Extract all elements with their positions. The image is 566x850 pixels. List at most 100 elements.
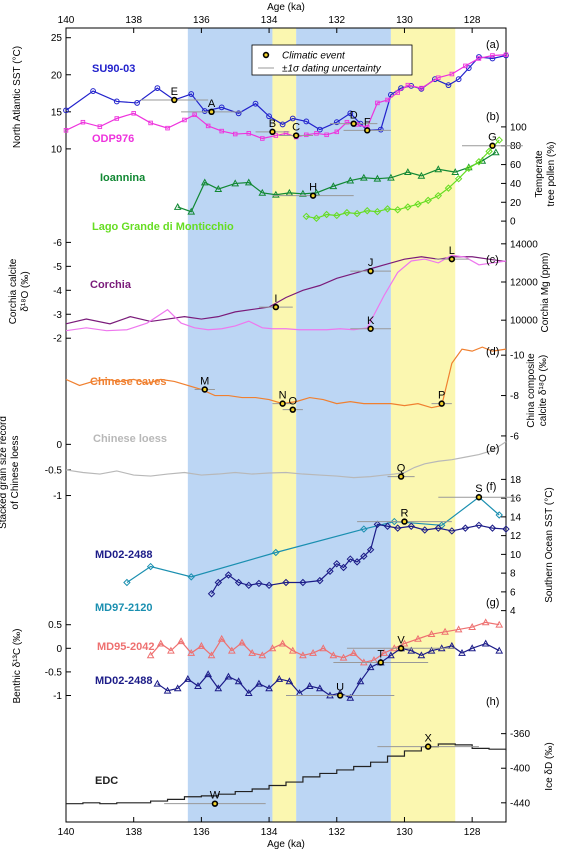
event-U: U	[286, 681, 395, 699]
data-point	[434, 191, 443, 200]
data-point	[454, 625, 463, 633]
event-label: V	[397, 634, 405, 646]
data-point	[322, 210, 331, 219]
event-marker-core	[281, 402, 285, 406]
y-tick-label-benthic_d13c: -1	[53, 691, 62, 702]
y-tick-label-ice_dd: -360	[510, 729, 530, 740]
data-point	[245, 581, 253, 590]
y-tick-label-sst_na: 15	[51, 107, 63, 118]
data-point	[417, 651, 426, 659]
data-point	[427, 630, 436, 638]
data-point	[475, 521, 483, 530]
data-point	[224, 672, 233, 680]
data-point	[165, 125, 170, 131]
data-point	[319, 644, 328, 652]
data-point	[173, 202, 182, 210]
data-point	[97, 124, 103, 129]
data-point	[476, 54, 482, 60]
shaded-band-3	[390, 28, 456, 822]
event-V: V	[346, 634, 456, 652]
data-point	[360, 525, 368, 533]
data-point	[347, 110, 354, 117]
data-point	[339, 653, 348, 661]
y-tick-label-loess: 0	[56, 440, 62, 451]
data-point	[134, 100, 140, 106]
data-point	[414, 200, 422, 208]
data-point	[234, 578, 243, 587]
data-point	[359, 173, 368, 181]
data-point	[114, 116, 120, 121]
data-point	[187, 573, 195, 581]
data-point	[353, 558, 361, 566]
data-point	[373, 174, 382, 182]
data-point	[353, 209, 361, 218]
data-point	[334, 129, 340, 135]
data-point	[316, 126, 323, 133]
panel-letter-2: (c)	[486, 254, 499, 266]
data-point	[265, 684, 273, 692]
data-point	[188, 91, 195, 97]
data-point	[63, 128, 69, 133]
event-T: T	[333, 648, 429, 666]
y-tick-label-pollen: 20	[510, 198, 522, 209]
data-point	[346, 693, 355, 701]
y-tick-label-ice_dd: -440	[510, 798, 530, 809]
event-label: E	[171, 86, 178, 98]
data-point	[395, 90, 400, 95]
series-label-2: Ioannina	[100, 172, 146, 184]
data-point	[218, 104, 225, 111]
series-3	[302, 136, 503, 222]
x-tick-label-top: 138	[125, 15, 142, 26]
y-axis-title-pollen: Temperatetree pollen (%)	[534, 141, 557, 206]
data-point	[207, 590, 216, 598]
series-label-10: MD95-2042	[97, 641, 154, 653]
data-point	[449, 71, 455, 77]
event-label: M	[200, 375, 209, 387]
event-H: H	[272, 182, 354, 199]
series-label-8: MD97-2120	[95, 602, 152, 614]
data-point	[488, 524, 497, 532]
data-point	[231, 179, 240, 187]
data-point	[490, 53, 495, 58]
data-point	[260, 136, 265, 141]
data-point	[315, 684, 324, 692]
event-label: A	[208, 98, 216, 110]
event-W: W	[164, 790, 266, 807]
y-axis-title-line: tree pollen (%)	[546, 141, 557, 206]
event-label: J	[368, 257, 374, 269]
data-point	[156, 639, 165, 647]
data-point	[163, 686, 172, 694]
data-point	[252, 100, 259, 107]
event-marker-core	[294, 133, 298, 138]
data-point	[424, 196, 432, 205]
event-A: A	[181, 98, 242, 116]
y-tick-label-china_d18o: -6	[510, 431, 519, 442]
panel-letter-0: (a)	[486, 39, 499, 51]
event-F: F	[343, 116, 391, 134]
event-marker-core	[338, 693, 342, 698]
event-label: P	[438, 390, 445, 402]
event-label: X	[424, 733, 432, 745]
event-N: N	[272, 390, 293, 407]
data-point	[192, 112, 197, 118]
data-point	[333, 560, 341, 568]
x-tick-label-top: 136	[193, 15, 210, 26]
data-point	[90, 88, 96, 94]
event-marker-core	[399, 474, 403, 479]
data-point	[333, 119, 340, 126]
data-point	[244, 178, 253, 186]
y-axis-title-sst_na: North Atlantic SST (°C)	[12, 46, 23, 148]
y-tick-label-benthic_d13c: 0.5	[48, 620, 62, 631]
series-line-12	[66, 743, 507, 805]
event-marker-core	[270, 130, 275, 134]
y-axis-title-line: Benthic δ¹³C (‰)	[12, 628, 23, 703]
data-point	[312, 214, 321, 222]
event-marker-core	[311, 194, 315, 198]
data-point	[238, 638, 246, 646]
data-point	[356, 677, 365, 685]
panel-letter-7: (h)	[486, 696, 499, 708]
data-point	[326, 567, 334, 575]
data-point	[346, 176, 355, 184]
series-line-7	[65, 441, 507, 479]
y-axis-title-benthic_d13c: Benthic δ¹³C (‰)	[12, 628, 23, 703]
